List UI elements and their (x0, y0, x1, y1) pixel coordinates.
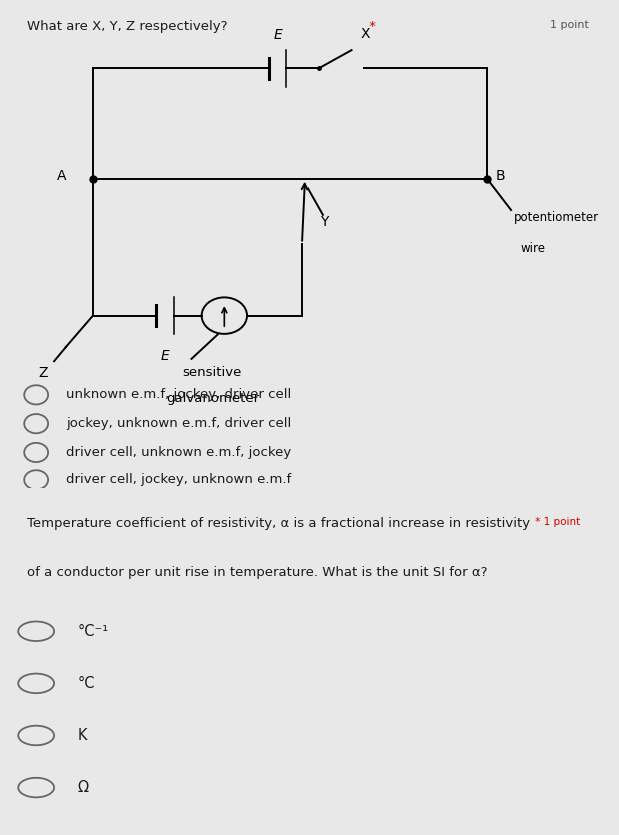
Text: Ω: Ω (78, 780, 89, 795)
Text: galvanometer: galvanometer (166, 392, 259, 406)
Text: wire: wire (520, 242, 545, 255)
Text: driver cell, unknown e.m.f, jockey: driver cell, unknown e.m.f, jockey (66, 446, 292, 459)
Text: °C: °C (78, 676, 95, 691)
Text: A: A (56, 170, 66, 184)
Text: E: E (274, 28, 282, 42)
Text: of a conductor per unit rise in temperature. What is the unit SI for α?: of a conductor per unit rise in temperat… (27, 566, 488, 579)
Text: * 1 point: * 1 point (532, 518, 580, 527)
Text: potentiometer: potentiometer (514, 210, 599, 224)
Text: Temperature coefficient of resistivity, α is a fractional increase in resistivit: Temperature coefficient of resistivity, … (27, 518, 530, 530)
Text: K: K (78, 728, 87, 743)
Text: What are X, Y, Z respectively?: What are X, Y, Z respectively? (27, 20, 228, 33)
Text: 1 point: 1 point (550, 20, 589, 30)
Text: B: B (496, 170, 506, 184)
Text: sensitive: sensitive (183, 366, 242, 379)
Text: Z: Z (38, 366, 48, 380)
Text: E: E (160, 349, 169, 363)
Text: jockey, unknown e.m.f, driver cell: jockey, unknown e.m.f, driver cell (66, 418, 292, 430)
Text: X: X (360, 27, 370, 41)
Text: °C⁻¹: °C⁻¹ (78, 624, 109, 639)
Text: *: * (365, 20, 376, 33)
Text: unknown e.m.f, jockey, driver cell: unknown e.m.f, jockey, driver cell (66, 388, 292, 402)
Text: driver cell, jockey, unknown e.m.f: driver cell, jockey, unknown e.m.f (66, 473, 292, 486)
Text: Y: Y (320, 215, 328, 229)
